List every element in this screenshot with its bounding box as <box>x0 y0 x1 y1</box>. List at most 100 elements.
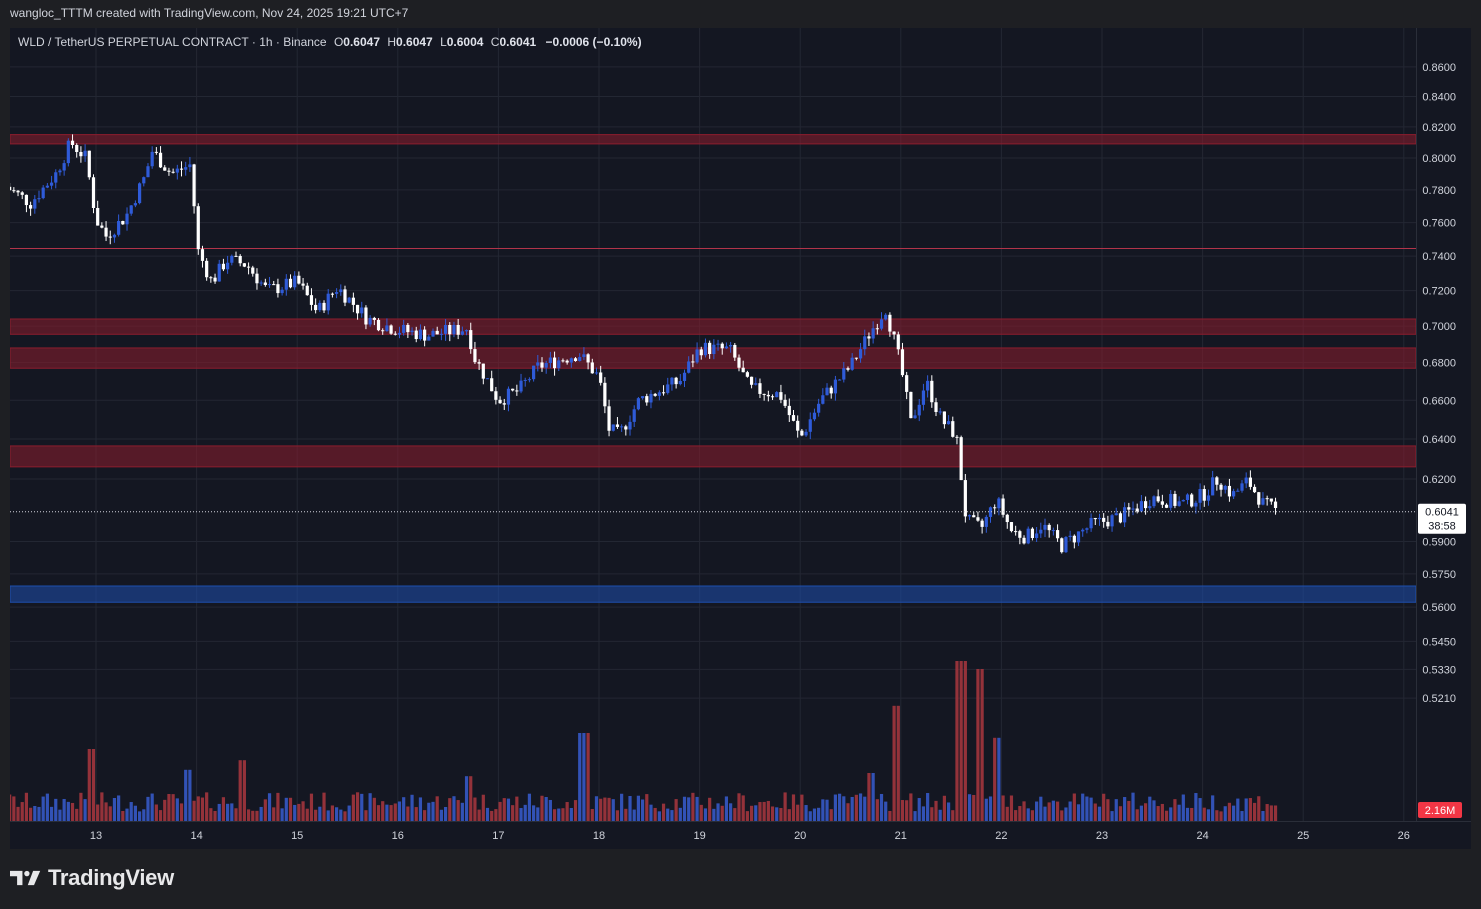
volume-bar <box>75 808 79 821</box>
volume-bar <box>1068 801 1072 821</box>
candle-body <box>754 383 758 385</box>
volume-bar <box>175 798 179 821</box>
candle-body <box>900 349 905 376</box>
volume-bar <box>661 803 666 821</box>
volume-bar <box>1026 808 1030 821</box>
volume-bar <box>10 794 12 821</box>
volume-bar <box>921 806 926 821</box>
candle-body <box>234 255 238 257</box>
candle-body <box>1047 524 1051 531</box>
candle-body <box>435 330 439 335</box>
volume-bar <box>976 669 980 821</box>
candle-body <box>997 498 1001 509</box>
candle-body <box>318 302 322 311</box>
volume-bar <box>1185 807 1190 821</box>
volume-bar <box>791 794 796 821</box>
volume-bar <box>150 793 154 821</box>
candle-body <box>569 358 573 363</box>
candle-body <box>519 380 523 392</box>
candle-body <box>552 357 557 369</box>
volume-bar <box>599 798 603 821</box>
volume-bar <box>288 797 293 821</box>
volume-bar <box>33 806 37 821</box>
time-tick-label: 13 <box>90 830 102 842</box>
candle-body <box>926 380 930 391</box>
price-tick-label: 0.8200 <box>1422 122 1456 134</box>
candle-body <box>649 393 653 403</box>
candle-body <box>54 172 58 183</box>
high-label: H <box>387 35 396 49</box>
candle-body <box>393 333 397 335</box>
candle-body <box>293 275 297 288</box>
candle-body <box>259 282 263 284</box>
candle-body <box>817 403 821 413</box>
volume-bar <box>301 801 305 821</box>
candle-body <box>389 325 393 334</box>
candle-body <box>850 357 854 370</box>
candle-body <box>930 380 934 403</box>
chart-frame[interactable]: 0.8600 0.8400 0.8200 0.8000 0.7800 0.7600 0.74… <box>10 28 1471 849</box>
volume-bar <box>351 794 355 821</box>
volume-bar <box>448 798 452 821</box>
volume-value: 2.16M <box>1425 805 1456 817</box>
volume-bar <box>456 800 460 821</box>
candle-body <box>326 293 330 311</box>
candle-body <box>360 307 364 314</box>
volume-bar <box>838 793 842 821</box>
candle-body <box>142 177 146 184</box>
legend-sep-1: · <box>252 35 259 49</box>
candle-body <box>1160 501 1164 505</box>
price-tick-label: 0.6400 <box>1422 434 1456 446</box>
candle-body <box>695 349 699 363</box>
volume-bar <box>1055 801 1060 821</box>
volume-bar <box>532 805 536 821</box>
volume-bar <box>754 805 758 821</box>
volume-bar <box>234 808 238 821</box>
volume-bar <box>276 792 280 821</box>
candle-body <box>1156 496 1160 502</box>
price-tick-label: 0.5600 <box>1422 602 1456 614</box>
volume-bar <box>733 808 737 821</box>
candle-body <box>1257 492 1261 505</box>
volume-bar <box>242 760 246 821</box>
candle-body <box>1223 485 1227 490</box>
candle-body <box>1035 533 1039 539</box>
time-axis-divider <box>10 821 1471 822</box>
volume-bar <box>213 810 217 821</box>
candle-body <box>586 354 590 363</box>
volume-bar <box>540 795 544 821</box>
open-label: O <box>334 35 343 49</box>
volume-bar <box>397 801 402 821</box>
candle-body <box>351 297 355 305</box>
candle-body <box>838 379 842 381</box>
time-tick-label: 20 <box>794 830 806 842</box>
price-tick-label: 0.6200 <box>1422 474 1456 486</box>
candle-body <box>1001 498 1005 515</box>
volume-bar <box>309 793 314 821</box>
volume-bar <box>833 794 838 821</box>
candle-body <box>548 357 552 364</box>
candle-body <box>934 402 938 412</box>
candle-body <box>1060 538 1064 553</box>
candlestick-chart[interactable]: 0.8600 0.8400 0.8200 0.8000 0.7800 0.7600 0.74… <box>10 28 1471 849</box>
volume-bar <box>640 799 645 821</box>
volume-bar <box>896 705 900 821</box>
candle-body <box>1252 486 1257 493</box>
candle-body <box>297 275 301 284</box>
candle-body <box>263 282 267 285</box>
candle-body <box>205 260 209 278</box>
candle-body <box>75 145 79 152</box>
volume-bar <box>16 806 20 821</box>
volume-bar <box>586 733 590 821</box>
volume-bar <box>1139 805 1144 821</box>
candle-body <box>448 325 452 335</box>
volume-bar <box>1039 796 1043 821</box>
candle-body <box>16 190 20 193</box>
candle-body <box>381 330 385 332</box>
volume-bar <box>670 810 674 821</box>
candle-body <box>796 420 800 431</box>
time-tick-label: 19 <box>693 830 705 842</box>
volume-bar <box>418 797 423 821</box>
candle-body <box>490 378 494 392</box>
volume-bar <box>729 803 733 821</box>
